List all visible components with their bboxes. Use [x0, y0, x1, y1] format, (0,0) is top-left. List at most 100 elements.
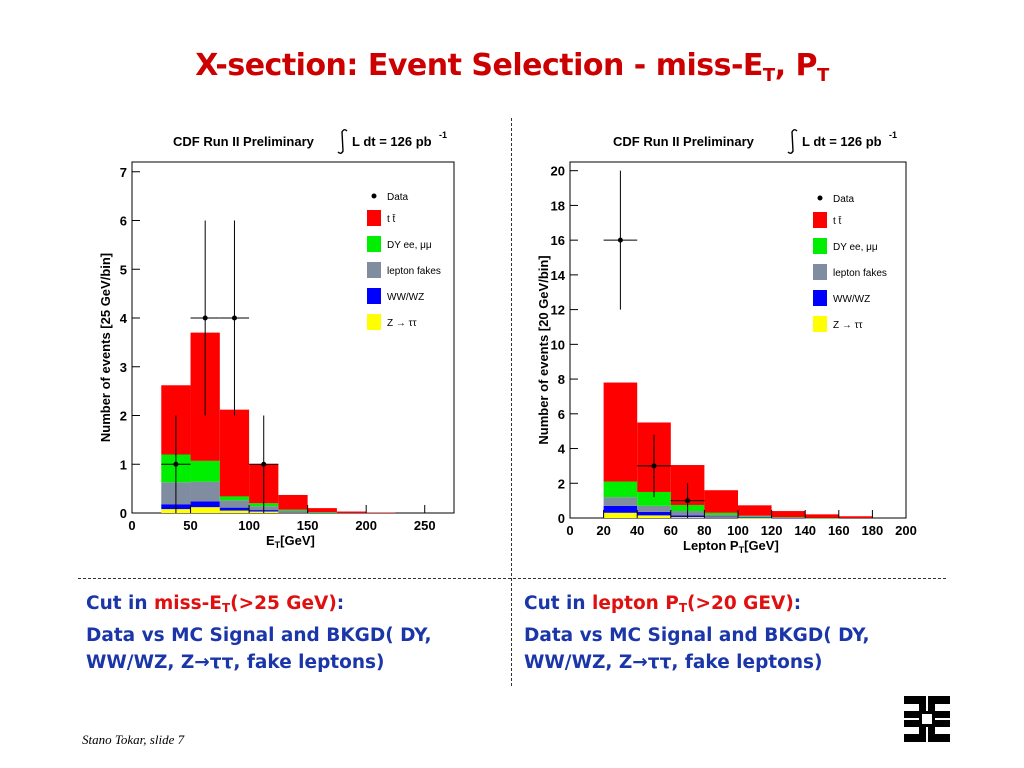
y-tick-label: 16: [551, 233, 565, 248]
data-point: [173, 461, 179, 467]
hist-bar: [603, 382, 638, 482]
y-tick-label: 6: [120, 214, 127, 229]
hist-bar: [190, 507, 220, 513]
legend-data-marker: [817, 195, 823, 201]
y-tick-label: 8: [558, 372, 565, 387]
title-main: X-section: Event Selection -: [195, 48, 656, 83]
legend-label: Z → ττ: [833, 320, 863, 331]
legend-swatch: [813, 238, 827, 254]
caption-right-line2: Data vs MC Signal and BKGD( DY,: [524, 625, 870, 646]
data-point-group: [670, 483, 705, 518]
x-axis-label-sub: T: [739, 545, 745, 555]
hist-bar: [219, 500, 250, 508]
hist-bar: [704, 490, 738, 513]
hist-bar: [738, 515, 772, 517]
hist-bar: [771, 511, 806, 518]
title-comma: , P: [774, 48, 818, 83]
hist-bar: [637, 515, 671, 518]
legend-swatch: [367, 210, 381, 226]
x-tick-label: 180: [862, 523, 884, 538]
y-tick-label: 18: [551, 198, 565, 213]
hist-bar: [603, 497, 638, 506]
caption-right-line3: WW/WZ, Z→ττ, fake leptons): [524, 652, 823, 673]
hist-bar: [190, 460, 220, 482]
chart-legend: Data t t̄ DY ee, μμ lepton fakes WW/WZ Z → ττ: [367, 192, 441, 330]
hist-bar: [219, 507, 250, 511]
chart-legend: Data t t̄ DY ee, μμ lepton fakes WW/WZ Z → ττ: [813, 194, 887, 332]
x-tick-label: 100: [727, 523, 749, 538]
hist-bar: [307, 512, 337, 513]
hist-bar: [805, 517, 839, 519]
data-point-group: [161, 415, 191, 513]
legend-data-marker: [371, 193, 377, 199]
hist-bar: [704, 512, 738, 515]
cut-value: (>25 GeV): [230, 593, 337, 614]
y-axis: 0 1 2 3 4 5 6 7: [120, 165, 140, 521]
data-point-group: [637, 434, 671, 498]
hist-bar: [603, 512, 638, 518]
y-tick-label: 0: [120, 506, 127, 521]
legend-label: Z → ττ: [387, 318, 417, 329]
slide-title: X-section: Event Selection - miss-ET, PT: [0, 48, 1024, 86]
vertical-divider: [511, 118, 512, 686]
x-axis-label-unit: [GeV]: [280, 533, 315, 548]
chart-lumi-sup: -1: [439, 130, 447, 140]
hist-bar: [738, 516, 772, 518]
data-point-group: [190, 220, 220, 416]
chart-lumi: L dt = 126 pb: [352, 134, 432, 149]
caption-left: Cut in miss-ET(>25 GeV): Data vs MC Sign…: [86, 590, 431, 676]
data-point: [231, 315, 237, 321]
fermilab-logo-icon: [904, 696, 950, 742]
title-miss: miss-E: [655, 48, 764, 83]
slide-footer: Stano Tokar, slide 7: [82, 732, 185, 747]
cut-variable: lepton P: [591, 593, 679, 614]
horizontal-divider: [78, 578, 946, 579]
hist-bar: [738, 505, 772, 516]
y-tick-label: 5: [120, 262, 127, 277]
y-axis-label: Number of events [25 GeV/bin]: [98, 253, 113, 442]
data-point-group: [249, 415, 279, 513]
cut-colon: :: [336, 593, 345, 614]
x-tick-label: 140: [794, 523, 816, 538]
y-tick-label: 6: [558, 407, 565, 422]
x-axis-label-main: E: [266, 533, 275, 548]
hist-bar: [738, 517, 772, 519]
x-tick-label: 0: [566, 523, 573, 538]
y-tick-label: 20: [551, 164, 565, 179]
integral-icon: [337, 129, 348, 154]
hist-bar: [704, 516, 738, 518]
x-tick-label: 80: [697, 523, 711, 538]
data-point: [261, 461, 267, 467]
hist-bar: [637, 505, 671, 512]
legend-swatch: [813, 290, 827, 306]
y-axis-label: Number of events [20 GeV/bin]: [536, 255, 551, 444]
cut-variable: miss-E: [153, 593, 222, 614]
hist-bar: [704, 514, 738, 517]
x-tick-label: 20: [596, 523, 610, 538]
legend-label: t t̄: [833, 215, 842, 227]
x-axis-label: Lepton PT[GeV]: [683, 538, 779, 555]
cut-prefix: Cut in: [86, 593, 154, 614]
legend-label: WW/WZ: [387, 292, 424, 303]
legend-label: lepton fakes: [387, 266, 441, 277]
x-tick-label: 0: [128, 518, 135, 533]
cut-colon: :: [793, 593, 802, 614]
title-subscript-2: T: [817, 65, 829, 86]
caption-right: Cut in lepton PT(>20 GEV): Data vs MC Si…: [524, 590, 869, 676]
hist-bar: [366, 512, 396, 514]
hist-bar: [771, 517, 806, 518]
x-tick-label: 60: [664, 523, 678, 538]
chart-header: CDF Run II Preliminary: [173, 134, 315, 149]
legend-label: WW/WZ: [833, 294, 870, 305]
caption-left-line2: Data vs MC Signal and BKGD( DY,: [86, 625, 432, 646]
caption-left-line1: Cut in miss-ET(>25 GeV):: [86, 590, 431, 622]
hist-bar: [838, 516, 873, 518]
hist-bar: [637, 511, 671, 516]
chart-lumi: L dt = 126 pb: [802, 134, 882, 149]
y-tick-label: 10: [551, 337, 565, 352]
x-tick-label: 100: [238, 518, 260, 533]
legend-swatch: [367, 262, 381, 278]
hist-bar: [278, 512, 308, 513]
x-tick-label: 120: [761, 523, 783, 538]
legend-swatch: [813, 264, 827, 280]
